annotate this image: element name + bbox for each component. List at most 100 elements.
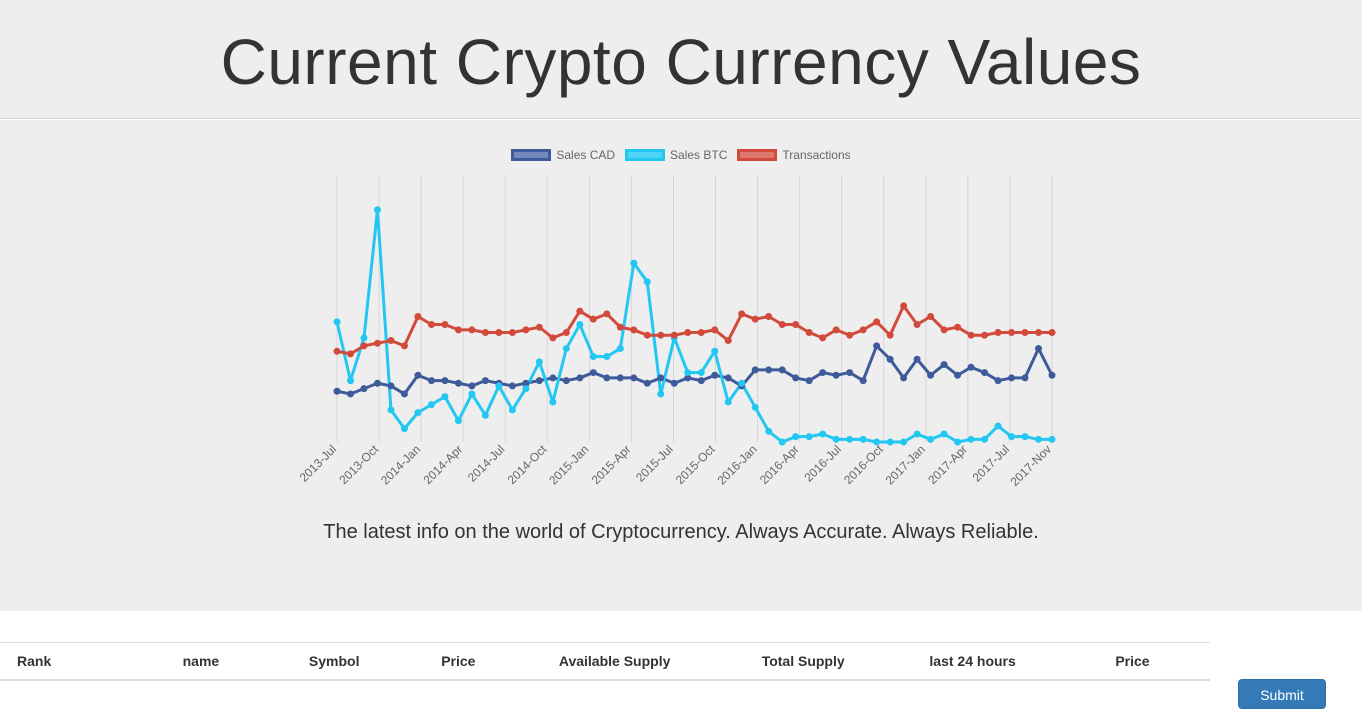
- data-point[interactable]: [711, 347, 719, 355]
- data-point[interactable]: [414, 409, 422, 417]
- data-point[interactable]: [1021, 433, 1029, 441]
- data-point[interactable]: [441, 377, 449, 385]
- data-point[interactable]: [900, 374, 908, 382]
- data-point[interactable]: [886, 331, 894, 339]
- data-point[interactable]: [1008, 374, 1016, 382]
- data-point[interactable]: [414, 371, 422, 379]
- data-point[interactable]: [616, 323, 624, 331]
- data-point[interactable]: [792, 374, 800, 382]
- data-point[interactable]: [589, 353, 597, 361]
- legend-item-sales-cad[interactable]: Sales CAD: [511, 148, 615, 162]
- data-point[interactable]: [454, 326, 462, 334]
- data-point[interactable]: [387, 406, 395, 414]
- data-point[interactable]: [616, 374, 624, 382]
- data-point[interactable]: [697, 329, 705, 337]
- data-point[interactable]: [927, 313, 935, 321]
- data-point[interactable]: [927, 371, 935, 379]
- data-point[interactable]: [630, 326, 638, 334]
- data-point[interactable]: [832, 326, 840, 334]
- legend-item-transactions[interactable]: Transactions: [737, 148, 851, 162]
- data-point[interactable]: [643, 379, 651, 387]
- data-point[interactable]: [603, 374, 611, 382]
- data-point[interactable]: [1035, 435, 1043, 443]
- data-point[interactable]: [346, 390, 354, 398]
- data-point[interactable]: [697, 369, 705, 377]
- data-point[interactable]: [994, 329, 1002, 337]
- data-point[interactable]: [940, 430, 948, 438]
- data-point[interactable]: [738, 379, 746, 387]
- data-point[interactable]: [522, 385, 530, 393]
- data-point[interactable]: [603, 353, 611, 361]
- data-point[interactable]: [1008, 329, 1016, 337]
- data-point[interactable]: [873, 318, 881, 326]
- data-point[interactable]: [535, 358, 543, 366]
- data-point[interactable]: [900, 302, 908, 310]
- data-point[interactable]: [468, 390, 476, 398]
- data-point[interactable]: [859, 435, 867, 443]
- data-point[interactable]: [805, 433, 813, 441]
- data-point[interactable]: [535, 377, 543, 385]
- data-point[interactable]: [346, 350, 354, 358]
- data-point[interactable]: [346, 377, 354, 385]
- data-point[interactable]: [481, 411, 489, 419]
- data-point[interactable]: [630, 374, 638, 382]
- data-point[interactable]: [954, 323, 962, 331]
- data-point[interactable]: [576, 307, 584, 315]
- data-point[interactable]: [994, 422, 1002, 430]
- data-point[interactable]: [427, 401, 435, 409]
- data-point[interactable]: [535, 323, 543, 331]
- data-point[interactable]: [832, 371, 840, 379]
- data-point[interactable]: [913, 355, 921, 363]
- data-point[interactable]: [711, 326, 719, 334]
- data-point[interactable]: [643, 331, 651, 339]
- data-point[interactable]: [1021, 329, 1029, 337]
- data-point[interactable]: [373, 379, 381, 387]
- data-point[interactable]: [927, 435, 935, 443]
- data-point[interactable]: [657, 331, 665, 339]
- data-point[interactable]: [508, 329, 516, 337]
- data-point[interactable]: [373, 339, 381, 347]
- data-point[interactable]: [751, 366, 759, 374]
- data-point[interactable]: [819, 369, 827, 377]
- data-point[interactable]: [1048, 435, 1056, 443]
- data-point[interactable]: [400, 342, 408, 350]
- data-point[interactable]: [387, 337, 395, 345]
- data-point[interactable]: [886, 355, 894, 363]
- data-point[interactable]: [819, 334, 827, 342]
- data-point[interactable]: [1008, 433, 1016, 441]
- data-point[interactable]: [697, 377, 705, 385]
- data-point[interactable]: [684, 369, 692, 377]
- data-point[interactable]: [522, 379, 530, 387]
- data-point[interactable]: [508, 382, 516, 390]
- data-point[interactable]: [1048, 329, 1056, 337]
- data-point[interactable]: [603, 310, 611, 318]
- data-point[interactable]: [711, 371, 719, 379]
- data-point[interactable]: [657, 390, 665, 398]
- data-point[interactable]: [913, 321, 921, 329]
- data-point[interactable]: [549, 374, 557, 382]
- data-point[interactable]: [981, 331, 989, 339]
- data-point[interactable]: [751, 315, 759, 323]
- data-point[interactable]: [792, 321, 800, 329]
- data-point[interactable]: [1035, 329, 1043, 337]
- data-point[interactable]: [360, 342, 368, 350]
- data-point[interactable]: [576, 374, 584, 382]
- data-point[interactable]: [994, 377, 1002, 385]
- data-point[interactable]: [454, 417, 462, 425]
- data-point[interactable]: [954, 371, 962, 379]
- data-point[interactable]: [805, 329, 813, 337]
- data-point[interactable]: [549, 334, 557, 342]
- data-point[interactable]: [576, 321, 584, 329]
- data-point[interactable]: [765, 427, 773, 435]
- data-point[interactable]: [643, 278, 651, 286]
- data-point[interactable]: [684, 374, 692, 382]
- data-point[interactable]: [468, 382, 476, 390]
- data-point[interactable]: [819, 430, 827, 438]
- data-point[interactable]: [670, 331, 678, 339]
- data-point[interactable]: [495, 329, 503, 337]
- data-point[interactable]: [481, 377, 489, 385]
- data-point[interactable]: [589, 369, 597, 377]
- data-point[interactable]: [805, 377, 813, 385]
- data-point[interactable]: [900, 438, 908, 446]
- data-point[interactable]: [859, 326, 867, 334]
